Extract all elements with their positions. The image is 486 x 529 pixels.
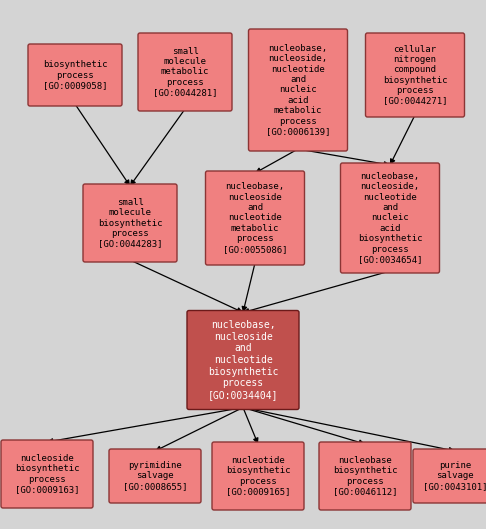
Text: biosynthetic
process
[GO:0009058]: biosynthetic process [GO:0009058]	[43, 60, 107, 90]
FancyBboxPatch shape	[28, 44, 122, 106]
FancyBboxPatch shape	[341, 163, 439, 273]
FancyBboxPatch shape	[413, 449, 486, 503]
Text: nucleobase,
nucleoside,
nucleotide
and
nucleic
acid
metabolic
process
[GO:000613: nucleobase, nucleoside, nucleotide and n…	[266, 44, 330, 136]
Text: cellular
nitrogen
compound
biosynthetic
process
[GO:0044271]: cellular nitrogen compound biosynthetic …	[383, 44, 447, 105]
FancyBboxPatch shape	[248, 29, 347, 151]
Text: nucleobase
biosynthetic
process
[GO:0046112]: nucleobase biosynthetic process [GO:0046…	[333, 456, 397, 496]
Text: nucleobase,
nucleoside,
nucleotide
and
nucleic
acid
biosynthetic
process
[GO:003: nucleobase, nucleoside, nucleotide and n…	[358, 172, 422, 264]
Text: nucleotide
biosynthetic
process
[GO:0009165]: nucleotide biosynthetic process [GO:0009…	[226, 456, 290, 496]
FancyBboxPatch shape	[187, 311, 299, 409]
Text: nucleoside
biosynthetic
process
[GO:0009163]: nucleoside biosynthetic process [GO:0009…	[15, 454, 79, 494]
Text: pyrimidine
salvage
[GO:0008655]: pyrimidine salvage [GO:0008655]	[123, 461, 187, 491]
FancyBboxPatch shape	[109, 449, 201, 503]
FancyBboxPatch shape	[1, 440, 93, 508]
FancyBboxPatch shape	[206, 171, 305, 265]
FancyBboxPatch shape	[138, 33, 232, 111]
Text: nucleobase,
nucleoside
and
nucleotide
metabolic
process
[GO:0055086]: nucleobase, nucleoside and nucleotide me…	[223, 183, 287, 254]
FancyBboxPatch shape	[365, 33, 465, 117]
Text: purine
salvage
[GO:0043101]: purine salvage [GO:0043101]	[423, 461, 486, 491]
FancyBboxPatch shape	[319, 442, 411, 510]
FancyBboxPatch shape	[83, 184, 177, 262]
FancyBboxPatch shape	[212, 442, 304, 510]
Text: small
molecule
metabolic
process
[GO:0044281]: small molecule metabolic process [GO:004…	[153, 47, 217, 97]
Text: nucleobase,
nucleoside
and
nucleotide
biosynthetic
process
[GO:0034404]: nucleobase, nucleoside and nucleotide bi…	[208, 320, 278, 400]
Text: small
molecule
biosynthetic
process
[GO:0044283]: small molecule biosynthetic process [GO:…	[98, 198, 162, 248]
